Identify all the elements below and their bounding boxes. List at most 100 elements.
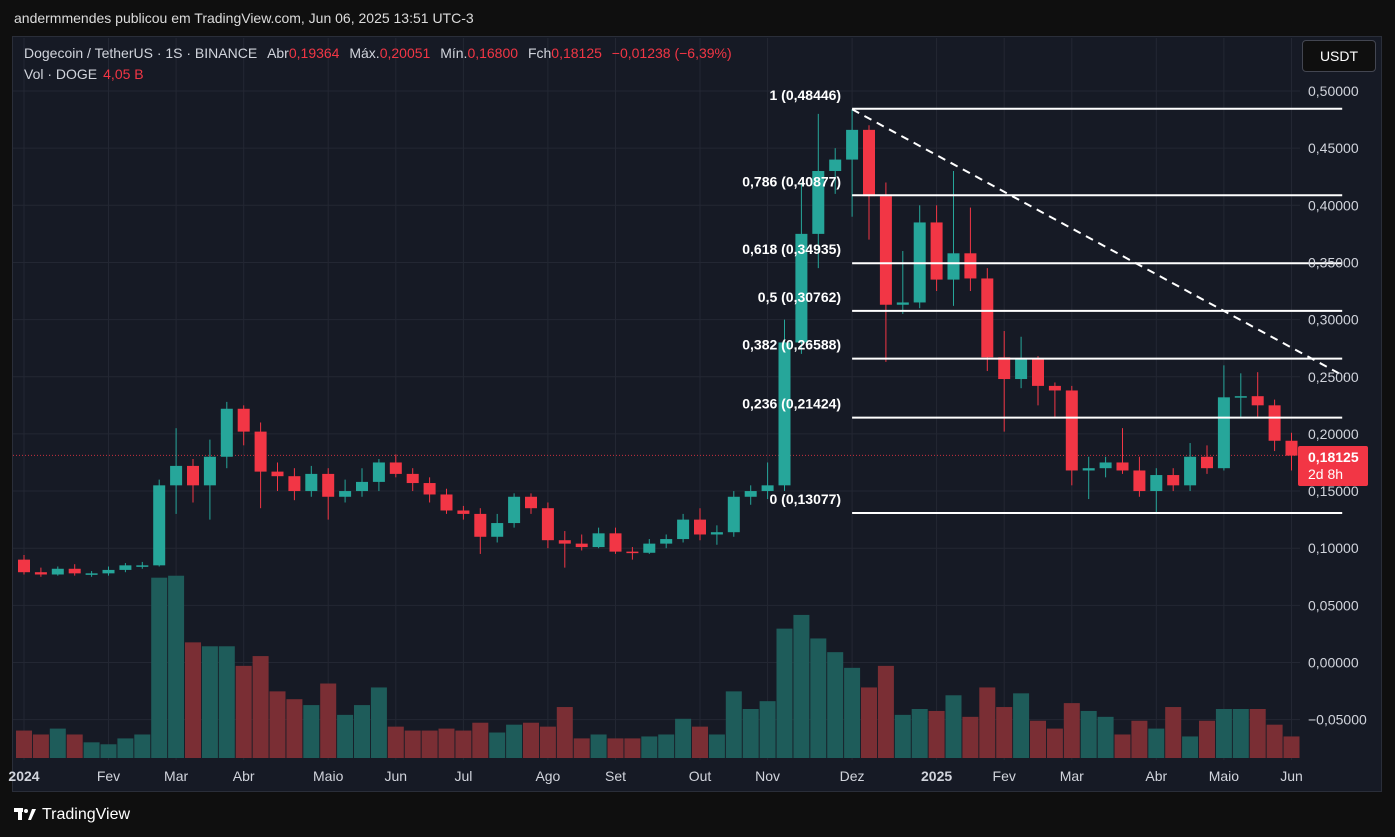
candle-body	[288, 476, 301, 492]
candle-body	[474, 513, 487, 537]
volume-bar	[1182, 736, 1199, 758]
fib-level-label: 0,5 (0,30762)	[758, 289, 841, 305]
y-tick-label: −0,05000	[1308, 712, 1367, 728]
x-tick-label: 2025	[921, 768, 952, 784]
volume-bar	[1030, 720, 1046, 758]
currency-button[interactable]: USDT	[1302, 40, 1376, 72]
volume-bar	[607, 738, 624, 758]
x-tick-label: Set	[605, 768, 626, 784]
fib-level-label: 0,382 (0,26588)	[742, 337, 841, 353]
volume-bar	[489, 732, 506, 758]
candle-body	[389, 462, 402, 474]
volume-bar	[962, 716, 979, 758]
candle-body	[778, 342, 791, 486]
volume-bar	[641, 736, 658, 758]
volume-bar	[252, 656, 269, 758]
volume-bar	[370, 687, 387, 758]
volume-bar	[1215, 709, 1232, 758]
volume-legend: Vol · DOGE 4,05 B	[24, 66, 144, 82]
volume-bar	[1165, 707, 1182, 758]
candle-body	[322, 473, 335, 497]
volume-bar	[844, 667, 861, 758]
candle-body	[423, 483, 436, 495]
high-label: Máx.	[349, 45, 380, 61]
trend-line	[851, 108, 1346, 378]
volume-bar	[708, 734, 725, 758]
candle-body	[119, 565, 132, 570]
candle-body	[136, 565, 149, 567]
candle-body	[372, 462, 385, 482]
volume-bar	[1266, 724, 1283, 758]
grid	[13, 38, 1300, 760]
symbol-name[interactable]: Dogecoin / TetherUS · 1S · BINANCE	[24, 45, 258, 61]
volume-bars	[16, 575, 1300, 758]
volume-bar	[1131, 720, 1148, 758]
candle-body	[694, 519, 706, 535]
x-tick-label: Abr	[233, 768, 255, 784]
volume-bar	[1249, 709, 1266, 758]
candle-body	[356, 481, 368, 492]
x-tick-label: Nov	[755, 768, 780, 784]
fib-level-label: 0 (0,13077)	[769, 491, 841, 507]
price-axis: 0,50000 0,45000 0,40000 0,35000 0,30000 0,250…	[1308, 83, 1367, 728]
close-label: Fch	[527, 45, 552, 61]
candle-body	[1184, 456, 1197, 486]
volume-bar	[32, 734, 49, 758]
fib-level-label: 0,786 (0,40877)	[742, 173, 841, 189]
candle-body	[930, 222, 943, 280]
volume-bar	[66, 734, 83, 758]
volume-bar	[539, 726, 556, 758]
candle-body	[1234, 396, 1247, 398]
candle-body	[271, 471, 284, 477]
candle-body	[254, 431, 267, 472]
y-tick-label: 0,20000	[1308, 426, 1359, 442]
volume-bar	[83, 742, 100, 758]
x-tick-label: Abr	[1145, 768, 1167, 784]
y-tick-label: 0,30000	[1308, 312, 1359, 328]
candle-body	[525, 496, 537, 509]
volume-bar	[134, 734, 151, 758]
candle-body	[1201, 456, 1213, 469]
candle-body	[812, 171, 825, 234]
candle-body	[1268, 405, 1281, 441]
candle-body	[829, 159, 842, 172]
volume-bar	[472, 722, 489, 758]
volume-bar	[354, 705, 370, 758]
x-tick-label: Maio	[1209, 768, 1240, 784]
x-tick-label: Maio	[313, 768, 344, 784]
dashed-trend-line	[851, 108, 1346, 378]
candle-body	[1015, 358, 1028, 380]
candle-body	[1217, 397, 1230, 469]
ohlc-legend: Dogecoin / TetherUS · 1S · BINANCE Abr0,…	[24, 45, 732, 61]
volume-bar	[1148, 728, 1165, 758]
candles	[18, 109, 1298, 577]
x-tick-label: Jun	[1280, 768, 1303, 784]
candle-body	[1150, 475, 1163, 492]
volume-bar	[556, 707, 573, 758]
volume-bar	[675, 718, 692, 758]
y-tick-label: 0,35000	[1308, 254, 1359, 270]
x-tick-label: 2024	[8, 768, 39, 784]
y-tick-label: 0,50000	[1308, 83, 1359, 99]
time-axis: 2024 Fev Mar Abr Maio Jun Jul Ago Set Out Nov Dez 20…	[8, 768, 1302, 784]
fibonacci-retracement: 1 (0,48446) 0,786 (0,40877) 0,618 (0,34935…	[742, 87, 1343, 515]
volume-value: 4,05 B	[103, 66, 144, 82]
candle-body	[305, 473, 318, 492]
x-tick-label: Mar	[164, 768, 188, 784]
candle-body	[609, 533, 622, 552]
tradingview-logo[interactable]: TradingView	[14, 806, 130, 824]
volume-bar	[303, 705, 320, 758]
volume-bar	[1013, 693, 1030, 758]
volume-bar	[776, 628, 793, 758]
change-value: −0,01238 (−6,39%)	[611, 45, 732, 61]
candle-body	[879, 196, 892, 305]
candle-body	[896, 302, 909, 305]
candle-body	[153, 485, 166, 566]
candle-body	[981, 278, 994, 358]
candle-body	[558, 540, 571, 544]
volume-bar	[624, 738, 641, 758]
candle-body	[85, 573, 98, 575]
candle-body	[863, 129, 875, 197]
tradingview-icon	[14, 808, 36, 820]
